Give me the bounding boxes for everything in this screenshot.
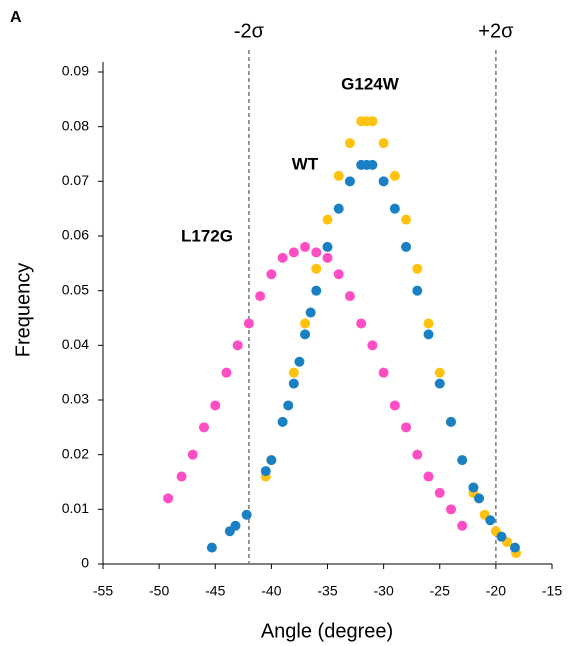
point <box>300 329 311 340</box>
point <box>243 318 254 329</box>
x-tick-label: -25 <box>430 583 450 599</box>
y-tick-label: 0.06 <box>62 227 89 243</box>
point <box>474 493 485 504</box>
point <box>401 214 412 225</box>
x-tick-label: -50 <box>149 583 169 599</box>
y-tick-label: 0.05 <box>62 281 89 297</box>
point <box>322 252 333 263</box>
x-tick-label: -30 <box>374 583 394 599</box>
point <box>199 422 210 433</box>
point <box>283 400 294 411</box>
point <box>230 520 241 531</box>
point <box>288 247 299 258</box>
point <box>266 269 277 280</box>
point <box>277 416 288 427</box>
point <box>509 542 520 553</box>
series-label: WT <box>292 154 319 173</box>
x-axis-label: Angle (degree) <box>261 620 393 642</box>
x-tick-label: -35 <box>317 583 337 599</box>
point <box>389 400 400 411</box>
point <box>294 356 305 367</box>
point <box>423 329 434 340</box>
point <box>344 176 355 187</box>
point <box>344 291 355 302</box>
point <box>367 340 378 351</box>
point <box>187 449 198 460</box>
point <box>378 367 389 378</box>
x-tick-label: -20 <box>486 583 506 599</box>
y-tick-label: 0.08 <box>62 117 89 133</box>
series-label: L172G <box>181 226 233 245</box>
point <box>401 241 412 252</box>
point <box>206 542 217 553</box>
point <box>333 269 344 280</box>
point <box>367 116 378 127</box>
point <box>288 367 299 378</box>
point <box>457 520 468 531</box>
point <box>210 400 221 411</box>
y-axis-label: Frequency <box>12 263 34 358</box>
point <box>401 422 412 433</box>
point <box>434 487 445 498</box>
point <box>322 214 333 225</box>
y-tick-label: 0 <box>81 555 89 571</box>
point <box>221 367 232 378</box>
x-tick-label: -45 <box>205 583 225 599</box>
point <box>468 482 479 493</box>
point <box>333 203 344 214</box>
point <box>367 159 378 170</box>
y-tick-label: 0.01 <box>62 500 89 516</box>
y-tick-label: 0.02 <box>62 445 89 461</box>
reference-label: -2σ <box>234 20 265 42</box>
point <box>434 378 445 389</box>
point <box>300 318 311 329</box>
point <box>163 493 174 504</box>
x-tick-label: -40 <box>261 583 281 599</box>
point <box>457 455 468 466</box>
point <box>305 307 316 318</box>
point <box>423 471 434 482</box>
point <box>412 263 423 274</box>
point <box>434 367 445 378</box>
point <box>344 138 355 149</box>
point <box>260 466 271 477</box>
point <box>176 471 187 482</box>
y-tick-label: 0.07 <box>62 172 89 188</box>
point <box>322 241 333 252</box>
point <box>277 252 288 263</box>
point <box>378 138 389 149</box>
point <box>445 504 456 515</box>
point <box>412 449 423 460</box>
point <box>333 170 344 181</box>
point <box>412 285 423 296</box>
point <box>311 285 322 296</box>
reference-label: +2σ <box>478 20 514 42</box>
point <box>255 291 266 302</box>
point <box>311 263 322 274</box>
y-tick-label: 0.09 <box>62 63 89 79</box>
x-tick-label: -55 <box>93 583 113 599</box>
point <box>288 378 299 389</box>
x-tick-label: -15 <box>542 583 562 599</box>
point <box>485 515 496 526</box>
point <box>496 531 507 542</box>
point <box>232 340 243 351</box>
point <box>445 416 456 427</box>
panel-label: A <box>10 9 22 26</box>
point <box>378 176 389 187</box>
point <box>266 455 277 466</box>
y-tick-label: 0.04 <box>62 336 89 352</box>
point <box>241 509 252 520</box>
point <box>389 170 400 181</box>
y-tick-label: 0.03 <box>62 391 89 407</box>
point <box>389 203 400 214</box>
point <box>423 318 434 329</box>
series-label: G124W <box>341 74 400 93</box>
point <box>300 241 311 252</box>
point <box>311 247 322 258</box>
point <box>356 318 367 329</box>
